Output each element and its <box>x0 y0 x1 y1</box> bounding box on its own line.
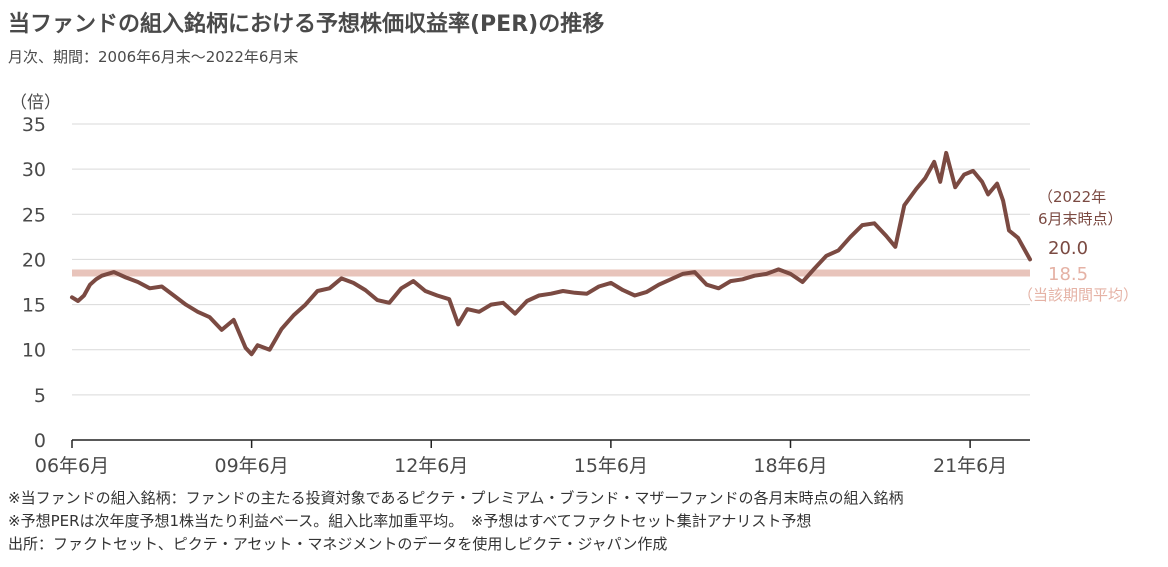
y-tick-label-15: 15 <box>22 295 46 317</box>
y-tick-label-25: 25 <box>22 204 46 226</box>
per-line-chart: 0 5 10 15 20 25 30 35 06年6月 09年6月 12年6月 15年6月 18年6月 2… <box>22 114 1138 477</box>
end-note-line1: （2022年 <box>1038 188 1106 206</box>
x-tick-label-1: 09年6月 <box>214 455 288 477</box>
y-tick-label-10: 10 <box>22 340 46 362</box>
footnotes: ※当ファンドの組入銘柄：ファンドの主たる投資対象であるピクテ・プレミアム・ブラン… <box>8 487 903 556</box>
end-value-label: 20.0 <box>1048 238 1088 259</box>
end-note-line2: 6月末時点） <box>1038 210 1123 228</box>
footnote-holdings: ※当ファンドの組入銘柄：ファンドの主たる投資対象であるピクテ・プレミアム・ブラン… <box>8 489 904 507</box>
y-tick-label-30: 30 <box>22 159 46 181</box>
footnote-per-definition: ※予想PERは次年度予想1株当たり利益ベース。組入比率加重平均。 ※予想はすべて… <box>8 512 812 530</box>
x-tick-label-2: 12年6月 <box>394 455 468 477</box>
per-series-line <box>70 150 1032 357</box>
x-tick-label-5: 21年6月 <box>933 455 1007 477</box>
x-tick-label-3: 15年6月 <box>574 455 648 477</box>
y-tick-label-0: 0 <box>34 430 46 452</box>
average-note-label: （当該期間平均） <box>1018 286 1138 304</box>
chart-subtitle: 月次、期間：2006年6月末～2022年6月末 <box>8 48 299 66</box>
label-layer: （2022年 6月末時点） 20.0 18.5（当該期間平均） <box>1018 188 1138 304</box>
average-value-label: 18.5 <box>1048 264 1088 285</box>
y-tick-label-20: 20 <box>22 249 46 271</box>
footnote-source: 出所：ファクトセット、ピクテ・アセット・マネジメントのデータを使用しピクテ・ジャ… <box>8 535 668 553</box>
y-tick-label-5: 5 <box>34 385 46 407</box>
y-axis-unit-label: （倍） <box>10 93 61 113</box>
axis-layer: 0 5 10 15 20 25 30 35 06年6月 09年6月 12年6月 15年6月 18年6月 2… <box>22 114 1030 477</box>
x-tick-label-0: 06年6月 <box>35 455 109 477</box>
chart-title: 当ファンドの組入銘柄における予想株価収益率(PER)の推移 <box>8 12 605 37</box>
y-tick-label-35: 35 <box>22 114 46 136</box>
grid-layer <box>72 123 1030 396</box>
x-tick-label-4: 18年6月 <box>753 455 827 477</box>
series-layer <box>70 150 1032 357</box>
